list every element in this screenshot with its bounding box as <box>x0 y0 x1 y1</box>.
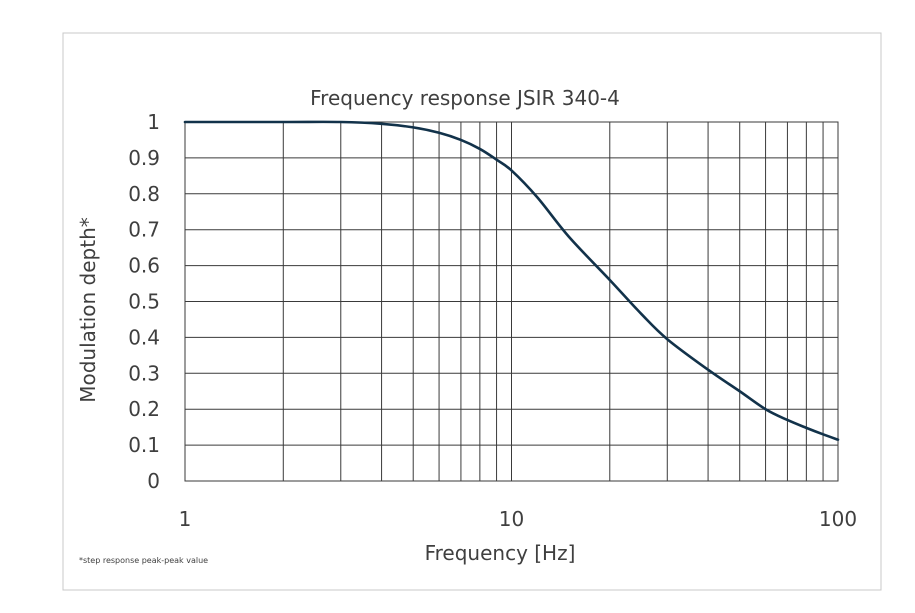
chart-frame <box>62 32 882 591</box>
y-axis-title: Modulation depth* <box>76 217 100 403</box>
x-tick-label: 1 <box>179 507 192 531</box>
y-tick-labels: 0 0.1 0.2 0.3 0.4 0.5 0.6 0.7 0.8 0.9 1 <box>128 110 160 493</box>
horizontal-gridlines <box>185 157 838 446</box>
y-tick-label: 0.2 <box>128 397 160 421</box>
chart-title: Frequency response JSIR 340-4 <box>310 86 620 110</box>
y-tick-label: 0 <box>147 469 160 493</box>
y-tick-label: 0.5 <box>128 290 160 314</box>
y-tick-label: 0.9 <box>128 146 160 170</box>
x-axis-title: Frequency [Hz] <box>425 541 576 565</box>
y-tick-label: 0.8 <box>128 182 160 206</box>
y-tick-label: 1 <box>147 110 160 134</box>
response-curve <box>183 120 840 442</box>
y-tick-label: 0.6 <box>128 254 160 278</box>
x-tick-label: 100 <box>819 507 857 531</box>
x-tick-labels: 1 10 100 <box>179 507 857 531</box>
y-tick-label: 0.1 <box>128 433 160 457</box>
y-tick-label: 0.7 <box>128 218 160 242</box>
y-tick-label: 0.4 <box>128 325 160 349</box>
plot-border <box>184 121 839 482</box>
x-tick-label: 10 <box>499 507 524 531</box>
y-tick-label: 0.3 <box>128 361 160 385</box>
footnote: *step response peak-peak value <box>79 556 208 565</box>
